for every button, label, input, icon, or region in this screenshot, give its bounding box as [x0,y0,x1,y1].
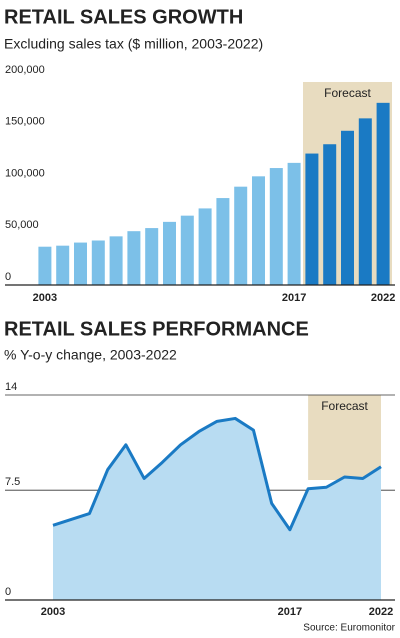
y-tick-label: 50,000 [5,219,39,231]
x-tick-label: 2003 [41,606,65,618]
bar [252,176,265,285]
bar [74,242,87,285]
annotation: Forecast [321,399,368,413]
y-tick-label: 200,000 [5,64,45,76]
bar [109,236,123,285]
bar [323,144,337,285]
x-tick-label: 2003 [33,292,57,304]
line [52,416,382,532]
x-tick-label: 2017 [282,292,306,304]
bar [376,102,390,285]
bar [269,168,283,285]
bar [305,153,319,285]
bar [38,246,52,285]
chart-title: RETAIL SALES PERFORMANCE [4,318,309,340]
bar [234,186,248,285]
chart-title: RETAIL SALES GROWTH [4,6,243,28]
x-tick-label: 2022 [371,292,395,304]
x-tick-label: 2022 [369,606,393,618]
x-tick-label: 2017 [278,606,302,618]
bar [358,118,372,286]
y-tick-label: 0 [5,586,11,598]
bar [127,231,141,285]
annotation: Forecast [324,86,371,100]
y-tick-label: 14 [5,381,17,393]
bar [163,221,176,285]
bar [180,215,194,285]
chart-subtitle: Excluding sales tax ($ million, 2003-202… [4,36,263,52]
y-tick-label: 7.5 [5,476,20,488]
y-tick-label: 150,000 [5,116,45,128]
bar [145,228,159,285]
bar [91,240,105,285]
bar [216,198,230,285]
chart-subtitle: % Y-o-y change, 2003-2022 [4,347,177,363]
forecast-region [308,395,381,480]
bar [341,130,354,285]
y-tick-label: 0 [5,271,11,283]
bar [198,208,212,285]
source: Source: Euromonitor [303,623,395,634]
bar [287,162,301,285]
y-tick-label: 100,000 [5,167,45,179]
bar [56,245,70,285]
